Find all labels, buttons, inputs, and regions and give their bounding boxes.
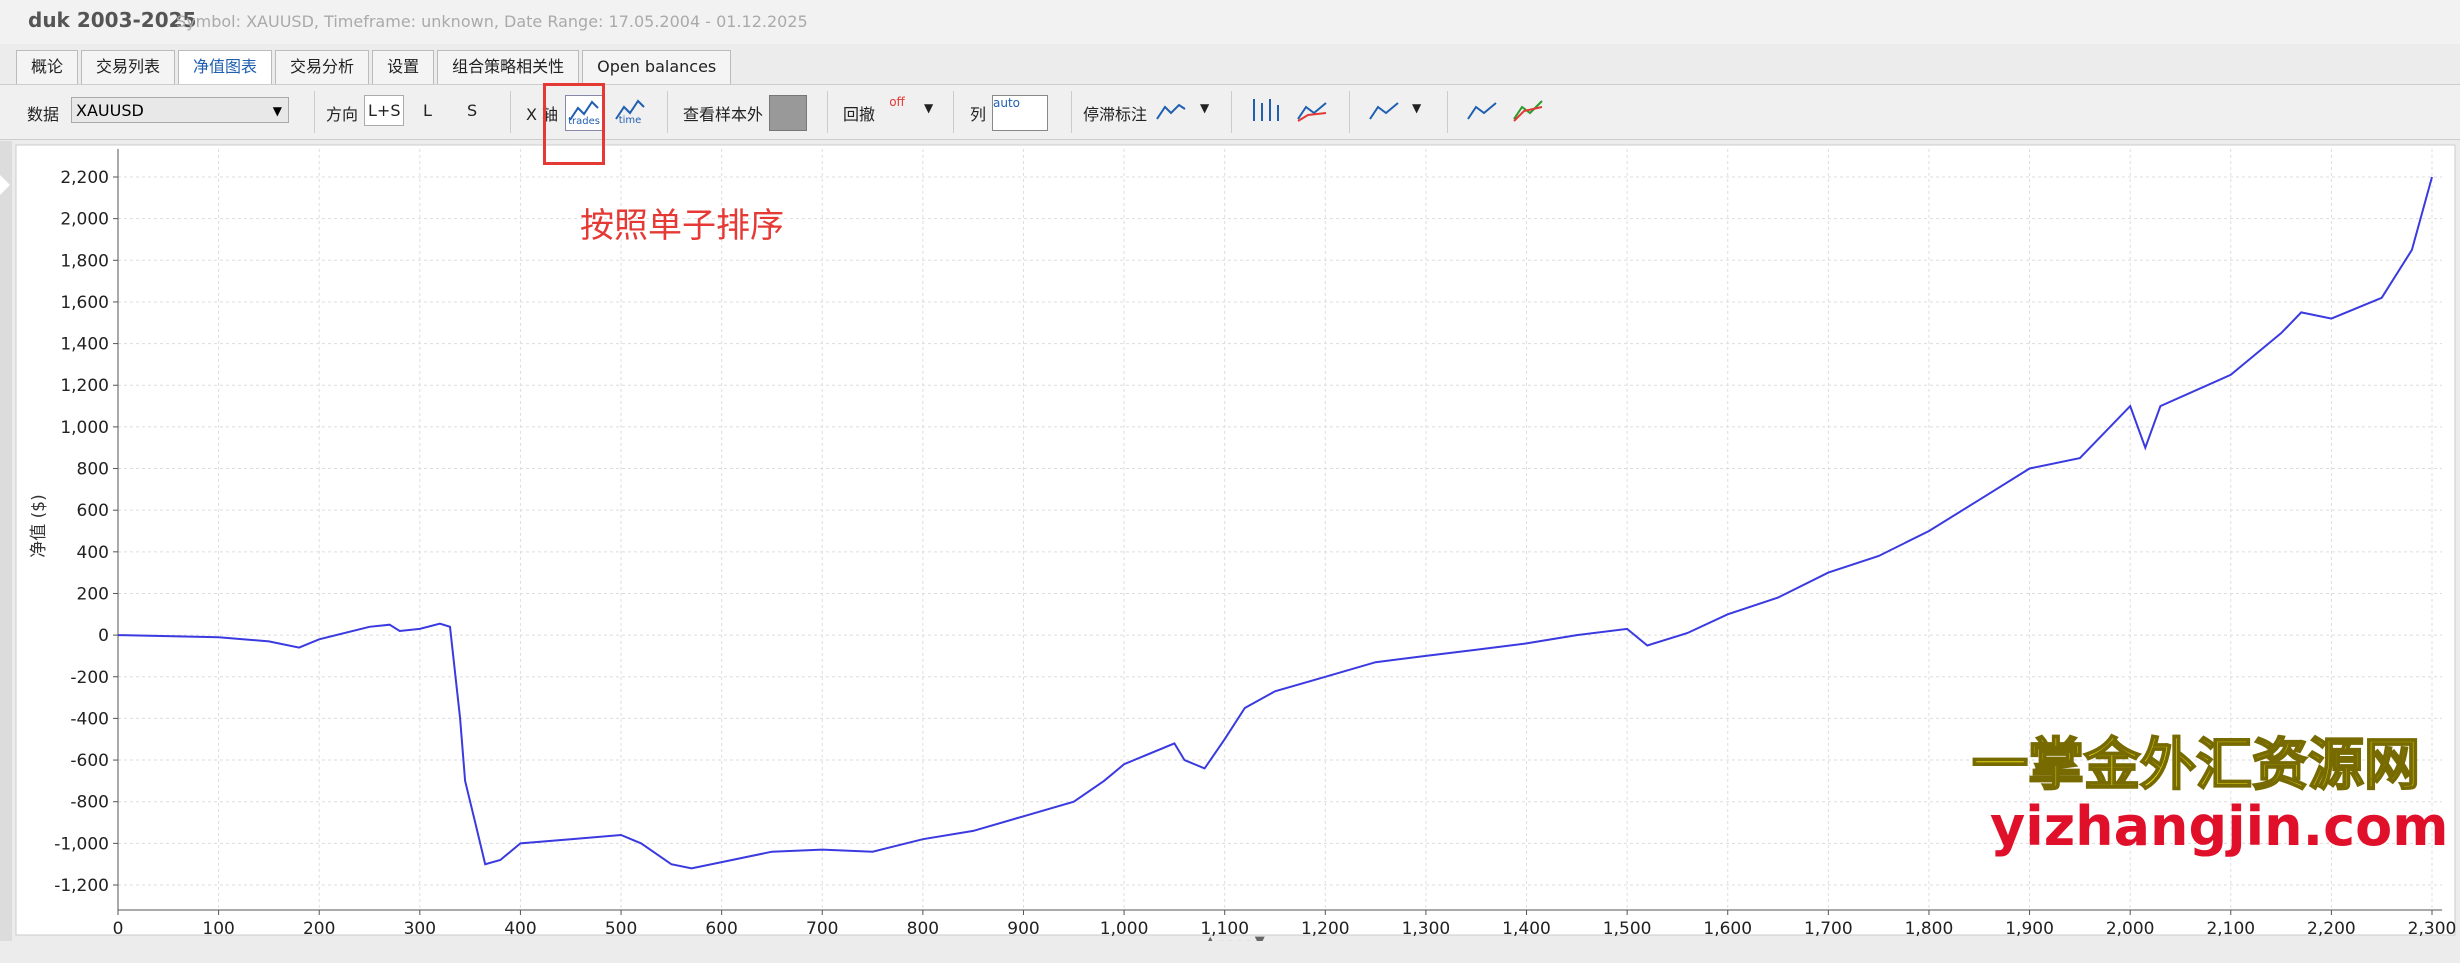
- chart-panel: [15, 144, 2456, 936]
- y-tick-label: 600: [77, 501, 109, 521]
- x-tick-label: 300: [404, 919, 436, 939]
- data-dropdown[interactable]: XAUUSD ▼: [71, 97, 289, 123]
- y-tick-label: 2,200: [60, 168, 109, 188]
- icon-label: auto: [993, 96, 1021, 110]
- columns-button[interactable]: auto: [992, 95, 1048, 131]
- x-tick-label: 800: [907, 919, 939, 939]
- x-tick-label: 2,100: [2206, 919, 2255, 939]
- x-tick-label: 600: [705, 919, 737, 939]
- columns-label: 列: [970, 105, 987, 124]
- y-tick-label: 1,400: [60, 335, 109, 355]
- tab[interactable]: 概论: [16, 50, 79, 84]
- tab[interactable]: 净值图表: [178, 50, 273, 84]
- y-tick-label: 1,200: [60, 376, 109, 396]
- tab[interactable]: 设置: [372, 50, 435, 84]
- direction-option[interactable]: L: [423, 101, 432, 120]
- y-tick-label: 1,800: [60, 251, 109, 271]
- tabs: 概论 交易列表 净值图表 交易分析 设置 组合策略相关性 Open balances: [16, 50, 732, 84]
- direction-option[interactable]: S: [467, 101, 478, 120]
- x-axis-label: X 轴: [526, 105, 559, 124]
- y-tick-label: 400: [77, 543, 109, 563]
- x-tick-label: 900: [1007, 919, 1039, 939]
- tab[interactable]: 交易列表: [81, 50, 176, 84]
- side-arrow: [0, 175, 10, 195]
- subtitle: Symbol: XAUUSD, Timeframe: unknown, Date…: [176, 12, 808, 31]
- icon-label: time: [618, 115, 642, 126]
- chart: ▲ - - - - ▼ 净值 ($) -1,200 -1,000 -800 -600 -…: [0, 141, 2457, 941]
- drawdown-label: 回撤: [843, 105, 876, 124]
- x-tick-label: 1,900: [2005, 919, 2054, 939]
- x-tick-label: 200: [303, 919, 335, 939]
- icon-label: off: [889, 95, 905, 109]
- data-value: XAUUSD: [76, 101, 144, 120]
- stagnation-label: 停滞标注: [1083, 105, 1148, 124]
- y-tick-label: 800: [77, 460, 109, 480]
- x-tick-label: 700: [806, 919, 838, 939]
- tab[interactable]: Open balances: [582, 50, 732, 84]
- oos-label: 查看样本外: [683, 105, 764, 124]
- drawdown-button[interactable]: off: [879, 95, 915, 129]
- y-tick-label: 2,000: [60, 210, 109, 230]
- x-tick-label: 2,000: [2106, 919, 2155, 939]
- icon-label: trades: [568, 116, 600, 127]
- chart-button[interactable]: [1366, 95, 1402, 129]
- stagnation-button[interactable]: [1153, 95, 1189, 129]
- x-tick-label: 500: [605, 919, 637, 939]
- oos-button[interactable]: [769, 95, 807, 131]
- y-tick-label: -600: [70, 751, 109, 771]
- highlight-box: [543, 83, 605, 165]
- equity-line: [117, 176, 2433, 870]
- chart-button[interactable]: [1464, 95, 1500, 129]
- x-tick-label: 400: [504, 919, 536, 939]
- chart-button[interactable]: [1294, 95, 1330, 129]
- direction-option[interactable]: L+S: [364, 95, 405, 126]
- x-tick-label: 1,600: [1703, 919, 1752, 939]
- direction-label: 方向: [326, 105, 359, 124]
- watermark-name: 一掌金外汇资源网: [1971, 732, 2421, 799]
- x-tick-label: 1,100: [1200, 919, 1249, 939]
- title: duk 2003-2025: [28, 8, 197, 32]
- watermark-url: yizhangjin.com: [1990, 795, 2449, 858]
- x-tick-label: 1,300: [1402, 919, 1451, 939]
- title-bar: duk 2003-2025 Symbol: XAUUSD, Timeframe:…: [0, 0, 2460, 44]
- annotation: 按照单子排序: [580, 206, 784, 246]
- x-tick-label: 2,300: [2408, 919, 2457, 939]
- y-tick-label: -400: [70, 709, 109, 729]
- tab[interactable]: 组合策略相关性: [437, 50, 580, 84]
- chart-button[interactable]: [1510, 95, 1546, 129]
- x-tick-label: 2,200: [2307, 919, 2356, 939]
- x-tick-label: 1,800: [1905, 919, 1954, 939]
- y-tick-label: -200: [70, 668, 109, 688]
- x-tick-label: 1,700: [1804, 919, 1853, 939]
- x-tick-label: 1,400: [1502, 919, 1551, 939]
- x-tick-label: 100: [202, 919, 234, 939]
- y-tick-label: -800: [70, 793, 109, 813]
- tab[interactable]: 交易分析: [275, 50, 370, 84]
- chart-button[interactable]: [1248, 95, 1284, 129]
- side-strip: [0, 141, 12, 941]
- y-tick-label: 1,000: [60, 418, 109, 438]
- resize-handle: ▲ - - - - ▼: [1205, 934, 1264, 941]
- toolbar: 数据 XAUUSD ▼ 方向 L+S L S X 轴 trades time 查看…: [0, 84, 2460, 140]
- y-tick-label: -1,200: [54, 876, 109, 896]
- time-button[interactable]: time: [612, 95, 648, 129]
- data-label: 数据: [27, 105, 60, 124]
- x-tick-label: 0: [113, 919, 124, 939]
- y-axis-label: 净值 ($): [29, 494, 49, 557]
- y-tick-label: 1,600: [60, 293, 109, 313]
- y-tick-label: 200: [77, 584, 109, 604]
- x-tick-label: 1,500: [1603, 919, 1652, 939]
- x-tick-label: 1,000: [1100, 919, 1149, 939]
- x-tick-label: 1,200: [1301, 919, 1350, 939]
- y-tick-label: -1,000: [54, 834, 109, 854]
- y-tick-label: 0: [98, 626, 109, 646]
